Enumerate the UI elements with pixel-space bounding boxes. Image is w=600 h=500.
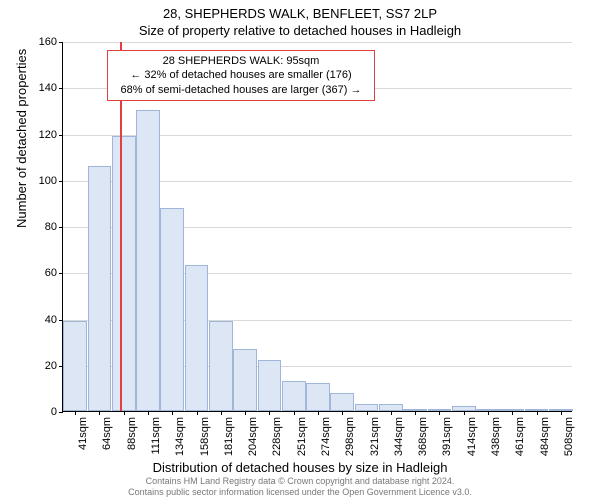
x-tick-mark <box>75 411 76 415</box>
x-tick-mark <box>415 411 416 415</box>
x-tick-label: 158sqm <box>199 417 211 456</box>
x-tick-mark <box>512 411 513 415</box>
histogram-bar <box>112 136 136 411</box>
x-tick-label: 321sqm <box>369 417 381 456</box>
x-tick-label: 414sqm <box>466 417 478 456</box>
x-tick-label: 461sqm <box>514 417 526 456</box>
x-tick-mark <box>464 411 465 415</box>
x-tick-label: 228sqm <box>271 417 283 456</box>
gridline <box>63 42 572 43</box>
y-tick-label: 40 <box>45 314 63 326</box>
x-tick-label: 251sqm <box>296 417 308 456</box>
x-tick-mark <box>221 411 222 415</box>
x-tick-mark <box>367 411 368 415</box>
x-tick-label: 391sqm <box>441 417 453 456</box>
y-tick-label: 60 <box>45 267 63 279</box>
x-tick-label: 484sqm <box>539 417 551 456</box>
x-axis-label: Distribution of detached houses by size … <box>0 460 600 475</box>
y-tick-label: 140 <box>39 82 63 94</box>
x-tick-label: 344sqm <box>393 417 405 456</box>
x-tick-label: 181sqm <box>223 417 235 456</box>
x-tick-label: 438sqm <box>490 417 502 456</box>
y-tick-label: 120 <box>39 129 63 141</box>
page-title-line2: Size of property relative to detached ho… <box>0 21 600 38</box>
page-title-line1: 28, SHEPHERDS WALK, BENFLEET, SS7 2LP <box>0 0 600 21</box>
histogram-bar <box>88 166 112 411</box>
histogram-bar <box>258 360 282 411</box>
x-tick-mark <box>294 411 295 415</box>
x-tick-label: 134sqm <box>174 417 186 456</box>
x-tick-mark <box>124 411 125 415</box>
x-tick-mark <box>561 411 562 415</box>
x-tick-label: 204sqm <box>247 417 259 456</box>
histogram-bar <box>306 383 330 411</box>
annotation-line: 68% of semi-detached houses are larger (… <box>114 83 368 97</box>
x-tick-mark <box>245 411 246 415</box>
x-tick-label: 368sqm <box>417 417 429 456</box>
x-tick-mark <box>269 411 270 415</box>
x-tick-mark <box>488 411 489 415</box>
histogram-plot: 02040608010012014016041sqm64sqm88sqm111s… <box>62 42 572 412</box>
chart-area: 02040608010012014016041sqm64sqm88sqm111s… <box>62 42 572 412</box>
y-tick-label: 0 <box>51 406 63 418</box>
x-tick-label: 298sqm <box>344 417 356 456</box>
histogram-bar <box>233 349 257 411</box>
x-tick-mark <box>342 411 343 415</box>
x-tick-label: 274sqm <box>320 417 332 456</box>
footer-line1: Contains HM Land Registry data © Crown c… <box>0 476 600 487</box>
x-tick-mark <box>391 411 392 415</box>
x-tick-mark <box>197 411 198 415</box>
histogram-bar <box>185 265 209 411</box>
footer-attribution: Contains HM Land Registry data © Crown c… <box>0 476 600 499</box>
x-tick-label: 88sqm <box>126 417 138 450</box>
annotation-line: ← 32% of detached houses are smaller (17… <box>114 68 368 82</box>
y-tick-label: 80 <box>45 221 63 233</box>
x-tick-mark <box>537 411 538 415</box>
x-tick-mark <box>318 411 319 415</box>
x-tick-label: 41sqm <box>77 417 89 450</box>
x-tick-label: 508sqm <box>563 417 575 456</box>
y-axis-label: Number of detached properties <box>14 49 29 228</box>
histogram-bar <box>355 404 379 411</box>
x-tick-mark <box>439 411 440 415</box>
y-tick-label: 100 <box>39 175 63 187</box>
x-tick-label: 111sqm <box>150 417 162 455</box>
x-tick-mark <box>148 411 149 415</box>
footer-line2: Contains public sector information licen… <box>0 487 600 498</box>
annotation-box: 28 SHEPHERDS WALK: 95sqm← 32% of detache… <box>107 50 375 101</box>
histogram-bar <box>63 321 87 411</box>
y-tick-label: 20 <box>45 360 63 372</box>
histogram-bar <box>330 393 354 412</box>
histogram-bar <box>136 110 160 411</box>
histogram-bar <box>160 208 184 412</box>
annotation-line: 28 SHEPHERDS WALK: 95sqm <box>114 54 368 68</box>
x-tick-mark <box>172 411 173 415</box>
y-tick-label: 160 <box>39 36 63 48</box>
histogram-bar <box>379 404 403 411</box>
x-tick-mark <box>99 411 100 415</box>
x-tick-label: 64sqm <box>101 417 113 450</box>
histogram-bar <box>282 381 306 411</box>
histogram-bar <box>209 321 233 411</box>
